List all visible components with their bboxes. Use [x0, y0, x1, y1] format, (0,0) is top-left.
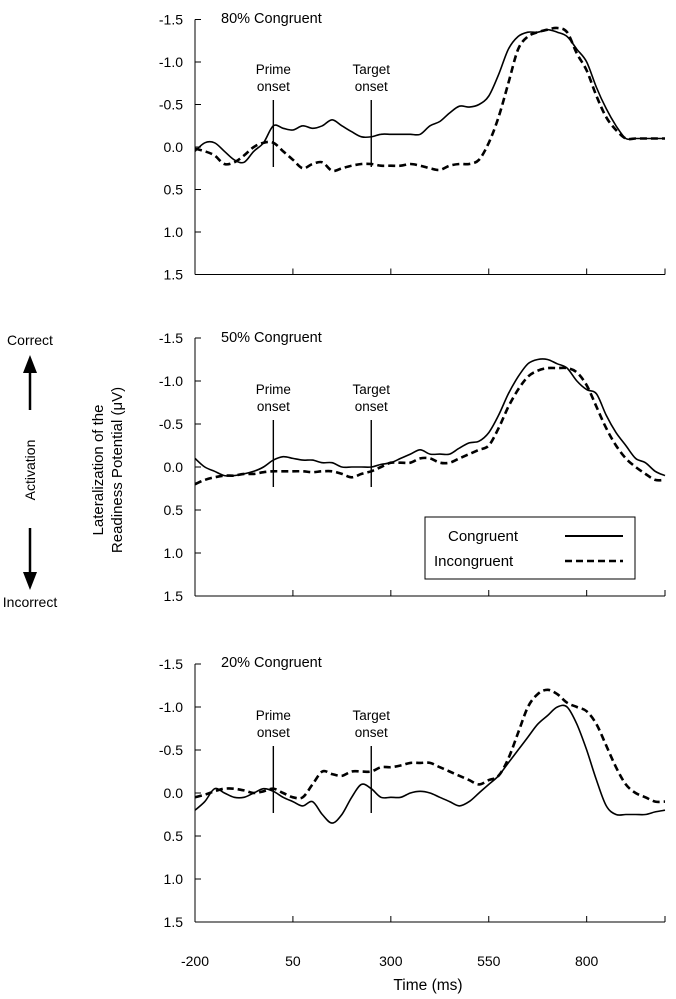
y-tick-label: 1.0 — [164, 224, 184, 240]
prime-onset-label: Prime — [256, 62, 291, 77]
panel-title: 50% Congruent — [221, 330, 322, 346]
series-line-incongruent — [194, 26, 665, 173]
x-tick-label: 300 — [379, 953, 403, 969]
prime-onset-label: onset — [257, 399, 290, 414]
y-tick-label: 1.0 — [164, 871, 184, 887]
x-axis-title: Time (ms) — [393, 977, 462, 994]
y-tick-label: -1.5 — [159, 656, 183, 672]
activation-indicator: Correct Activation Incorrect — [3, 332, 58, 610]
prime-onset-label: onset — [257, 725, 290, 740]
series-line-incongruent — [194, 688, 666, 804]
down-arrow-icon — [23, 572, 37, 590]
prime-onset-label: Prime — [256, 708, 291, 723]
y-axis-title-line2: Readiness Potential (μV) — [109, 387, 126, 553]
target-onset-label: onset — [355, 399, 388, 414]
target-onset-label: Target — [352, 382, 390, 397]
up-arrow-icon — [23, 355, 37, 373]
y-tick-label: -1.0 — [159, 373, 183, 389]
legend-box — [424, 516, 636, 580]
y-tick-label: 1.5 — [164, 914, 184, 930]
y-tick-label: 0.0 — [164, 459, 184, 475]
prime-onset-label: onset — [257, 79, 290, 94]
y-tick-label: -0.5 — [159, 416, 183, 432]
x-tick-label: -200 — [181, 953, 209, 969]
activation-label: Activation — [22, 440, 38, 501]
y-tick-label: 0.0 — [164, 139, 184, 155]
y-tick-label: -1.5 — [159, 12, 183, 28]
y-tick-label: -1.0 — [159, 699, 183, 715]
target-onset-label: Target — [352, 708, 390, 723]
y-tick-label: 1.5 — [164, 588, 184, 604]
y-tick-label: -0.5 — [159, 742, 183, 758]
x-tick-label: 50 — [285, 953, 301, 969]
y-axis-title-line1: Lateralization of the — [90, 405, 107, 536]
correct-label: Correct — [7, 332, 53, 348]
target-onset-label: onset — [355, 725, 388, 740]
x-tick-label: 550 — [477, 953, 501, 969]
y-tick-label: 0.5 — [164, 502, 184, 518]
target-onset-label: onset — [355, 79, 388, 94]
x-tick-label: 800 — [575, 953, 599, 969]
panel-title: 20% Congruent — [221, 655, 322, 671]
y-tick-label: 0.0 — [164, 785, 184, 801]
target-onset-label: Target — [352, 62, 390, 77]
y-tick-label: -1.5 — [159, 330, 183, 346]
y-tick-label: 1.0 — [164, 545, 184, 561]
y-tick-label: 1.5 — [164, 267, 184, 283]
y-tick-label: 0.5 — [164, 182, 184, 198]
panel-50-congruent: 50% Congruent -1.5 -1.0 -0.5 0.0 0.5 1.0 1.5 P… — [159, 330, 666, 604]
legend-congruent-label: Congruent — [448, 528, 519, 545]
x-tick-labels: -200 50 300 550 800 — [181, 953, 599, 969]
panel-80-congruent: 80% Congruent -1.5 -1.0 -0.5 0.0 0.5 1.0 1.5 P… — [159, 11, 666, 283]
y-tick-label: -0.5 — [159, 97, 183, 113]
y-tick-label: -1.0 — [159, 54, 183, 70]
panel-title: 80% Congruent — [221, 11, 322, 27]
incorrect-label: Incorrect — [3, 594, 58, 610]
y-tick-label: 0.5 — [164, 828, 184, 844]
legend: Congruent Incongruent — [424, 516, 636, 580]
series-line-congruent — [194, 358, 666, 477]
prime-onset-label: Prime — [256, 382, 291, 397]
panel-20-congruent: 20% Congruent -1.5 -1.0 -0.5 0.0 0.5 1.0 1.5 P… — [159, 655, 666, 930]
legend-incongruent-label: Incongruent — [434, 553, 514, 570]
